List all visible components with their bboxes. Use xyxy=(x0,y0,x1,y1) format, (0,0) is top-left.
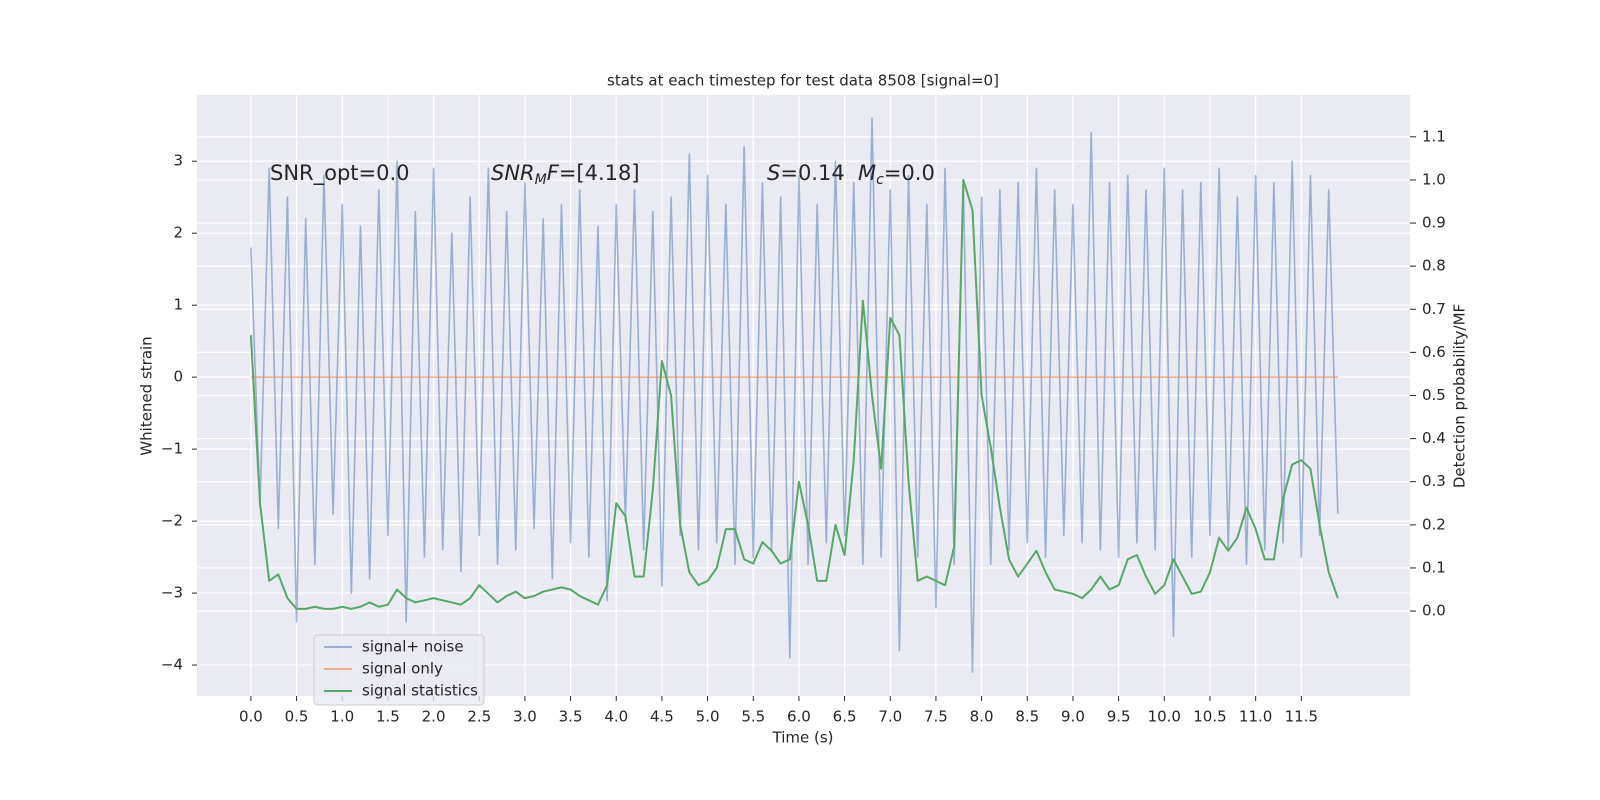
x-tick-label: 7.5 xyxy=(924,708,948,726)
y-tick-label: −3 xyxy=(161,584,183,602)
annotation-part: F xyxy=(547,161,560,185)
x-tick-label: 11.5 xyxy=(1285,708,1318,726)
annotation-part: S xyxy=(767,161,780,185)
y-tick-label: −1 xyxy=(161,440,183,458)
annotation: SNR_opt=0.0 xyxy=(270,161,410,186)
annotation: S=0.14 xyxy=(767,161,845,185)
legend-label: signal statistics xyxy=(362,682,478,700)
y2-tick-label: 0.7 xyxy=(1422,300,1446,318)
x-tick-label: 0.5 xyxy=(285,708,309,726)
y2-tick-label: 1.0 xyxy=(1422,170,1446,188)
x-tick-label: 9.5 xyxy=(1107,708,1131,726)
annotation-part: =[4.18] xyxy=(559,161,640,185)
legend-box xyxy=(313,634,485,706)
annotation-part: c xyxy=(876,172,884,188)
annotation: Mc=0.0 xyxy=(858,161,935,188)
y2-tick-label: 0.6 xyxy=(1422,343,1446,361)
chart-title: stats at each timestep for test data 850… xyxy=(607,72,999,90)
x-tick-label: 11.0 xyxy=(1239,708,1272,726)
x-tick-label: 1.5 xyxy=(376,708,400,726)
annotation-part: =0.14 xyxy=(780,161,844,185)
x-tick-label: 8.0 xyxy=(970,708,994,726)
y2-tick-label: 0.2 xyxy=(1422,515,1446,533)
annotation-part: SNR_opt=0.0 xyxy=(270,161,410,186)
x-tick-label: 5.0 xyxy=(696,708,720,726)
annotation-part: M xyxy=(858,161,876,185)
y2-axis-label: Detection probability/MF xyxy=(1451,304,1469,488)
y2-tick-label: 0.0 xyxy=(1422,602,1446,620)
y2-tick-label: 0.3 xyxy=(1422,472,1446,490)
y2-tick-label: 0.8 xyxy=(1422,257,1446,275)
x-tick-label: 4.0 xyxy=(604,708,628,726)
y2-tick-label: 0.5 xyxy=(1422,386,1446,404)
y-tick-label: 2 xyxy=(173,224,183,242)
y2-tick-label: 0.4 xyxy=(1422,429,1446,447)
y-axis-label: Whitened strain xyxy=(138,336,156,455)
x-tick-label: 3.0 xyxy=(513,708,537,726)
x-tick-label: 6.0 xyxy=(787,708,811,726)
y-tick-label: 1 xyxy=(173,296,183,314)
series-line xyxy=(250,117,1339,674)
y2-tick-label: 1.1 xyxy=(1422,127,1446,145)
x-tick-label: 6.5 xyxy=(833,708,857,726)
x-tick-label: 0.0 xyxy=(239,708,263,726)
y-tick-label: −2 xyxy=(161,512,183,530)
y-tick-label: 0 xyxy=(173,368,183,386)
series-line xyxy=(249,178,1339,610)
x-tick-label: 2.5 xyxy=(467,708,491,726)
x-tick-label: 3.5 xyxy=(559,708,583,726)
axes: 0.0 0.5 1.0 1.5 2.0 2.5 3.0 3.5 4.0 4.5 5.0 5.5 6.0 6… xyxy=(161,127,1446,725)
x-axis-label: Time (s) xyxy=(772,729,834,747)
y2-tick-label: 0.9 xyxy=(1422,214,1446,232)
annotation-part: M xyxy=(535,172,547,188)
x-tick-label: 4.5 xyxy=(650,708,674,726)
y-tick-label: 3 xyxy=(173,152,183,170)
x-tick-label: 10.0 xyxy=(1148,708,1181,726)
x-tick-label: 9.0 xyxy=(1061,708,1085,726)
legend-label: signal only xyxy=(362,660,443,678)
annotation: SNRMF=[4.18] xyxy=(491,161,640,188)
y2-tick-label: 0.1 xyxy=(1422,558,1446,576)
legend: signal+ noise signal only signal statistic… xyxy=(313,634,485,706)
x-tick-label: 7.0 xyxy=(878,708,902,726)
x-tick-label: 8.5 xyxy=(1015,708,1039,726)
annotation-part: =0.0 xyxy=(884,161,935,185)
x-tick-label: 10.5 xyxy=(1193,708,1226,726)
annotation-part: SNR xyxy=(491,161,535,185)
y-tick-label: −4 xyxy=(161,656,183,674)
x-tick-label: 1.0 xyxy=(330,708,354,726)
legend-label: signal+ noise xyxy=(362,638,464,656)
x-tick-label: 5.5 xyxy=(741,708,765,726)
annotations: SNR_opt=0.0 SNRMF=[4.18] S=0.14 Mc=0.0 xyxy=(270,161,935,188)
x-tick-label: 2.0 xyxy=(422,708,446,726)
plot-marks xyxy=(249,117,1339,674)
